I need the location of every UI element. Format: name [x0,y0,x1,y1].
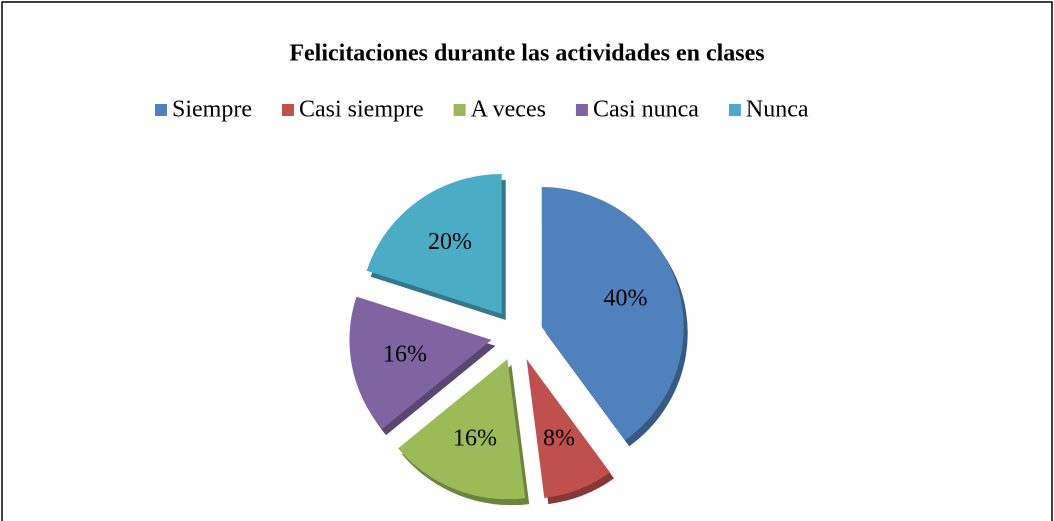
data-label: 8% [543,425,575,451]
legend-swatch [575,104,588,116]
slice [526,359,611,499]
legend: Siempre Casi siempre A veces Casi nunca Nunc… [155,97,809,123]
slice [541,186,684,441]
legend-swatch [281,104,294,116]
legend-swatch [728,104,741,116]
data-label: 40% [603,286,647,312]
data-label: 16% [453,425,497,451]
chart-title: Felicitaciones durante las actividades e… [289,41,764,67]
slice [366,173,502,314]
slice [349,296,492,430]
data-label: 16% [383,342,427,368]
legend-label: Nunca [746,97,809,123]
legend-swatch [453,104,466,116]
pie: 40% 8% 16% 16% 20% [349,173,688,506]
slice [398,359,526,500]
legend-label: Casi nunca [593,97,699,123]
legend-label: Casi siempre [299,97,424,123]
legend-label: Siempre [172,97,252,123]
legend-swatch [155,104,167,116]
legend-label: A veces [471,97,546,123]
data-label: 20% [428,229,472,255]
